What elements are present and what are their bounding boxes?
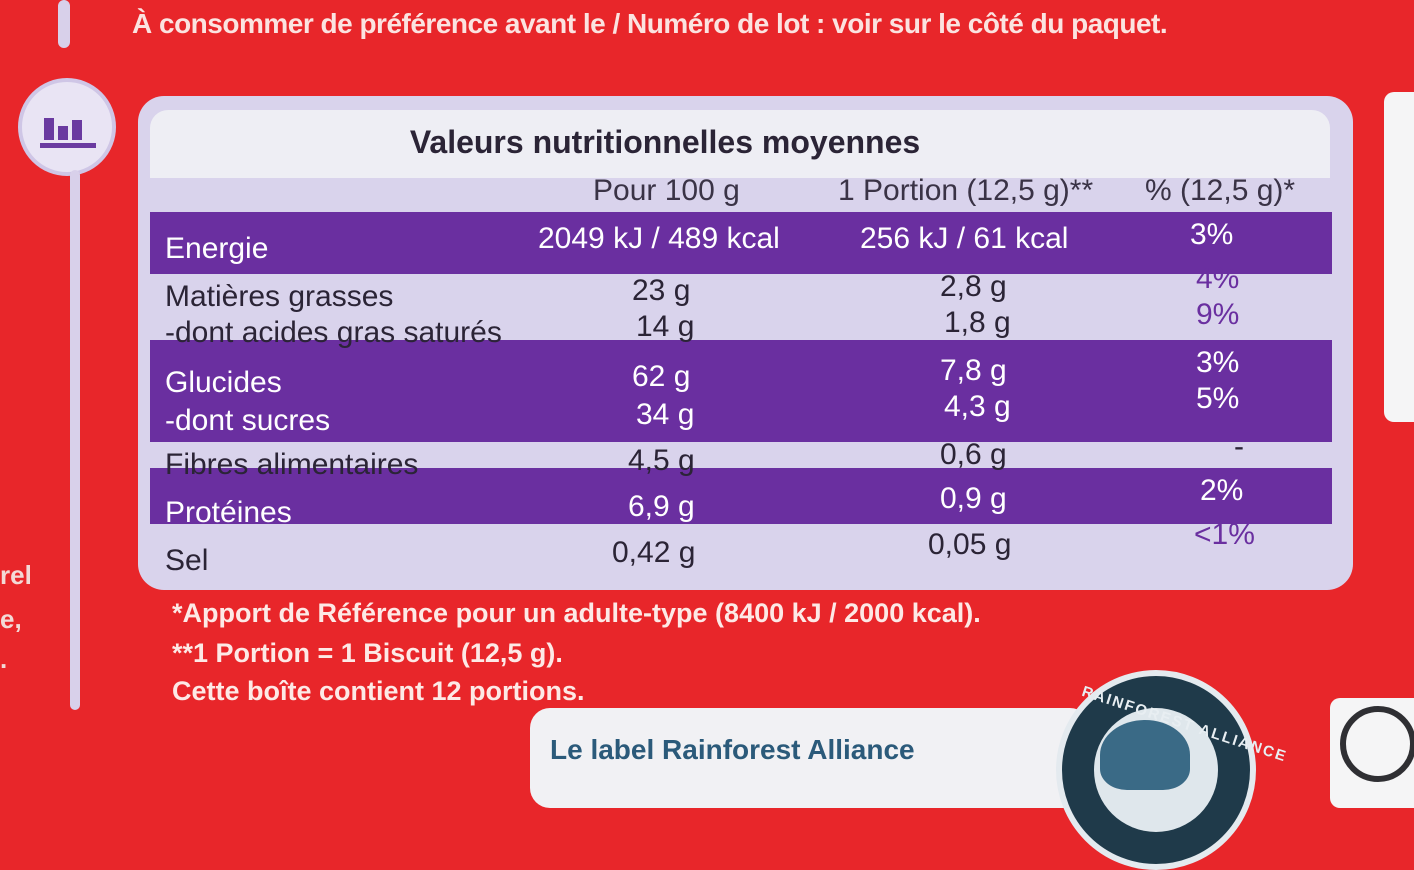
row-percent: -: [1234, 430, 1244, 463]
row-label: Fibres alimentaires: [165, 448, 419, 481]
row-per100: 62 g: [632, 360, 691, 393]
row-percent: 3%: [1196, 346, 1240, 379]
row-label: Sel: [165, 544, 209, 577]
row-label: -dont acides gras saturés: [165, 316, 502, 349]
row-label: Protéines: [165, 496, 292, 529]
side-panel: [1384, 92, 1414, 422]
row-portion: 0,6 g: [940, 438, 1007, 471]
row-portion: 7,8 g: [940, 354, 1007, 387]
recycle-icon: [1340, 706, 1414, 782]
table-title: Valeurs nutritionnelles moyennes: [409, 124, 921, 160]
row-portion: 0,9 g: [940, 482, 1007, 515]
nutrition-chart-icon: [18, 78, 116, 176]
row-per100: 0,42 g: [612, 536, 696, 569]
row-per100: 6,9 g: [628, 490, 695, 523]
row-label: Matières grasses: [165, 280, 394, 313]
row-label: Energie: [165, 232, 269, 265]
row-label: Glucides: [165, 366, 282, 399]
row-percent: 3%: [1190, 218, 1234, 251]
row-per100: 23 g: [632, 274, 691, 307]
footnote-box: Cette boîte contient 12 portions.: [172, 676, 585, 706]
band-energie: [150, 212, 1332, 274]
row-portion: 1,8 g: [944, 306, 1011, 339]
frog-icon: [1100, 720, 1190, 790]
row-per100: 4,5 g: [628, 444, 695, 477]
storage-text: À consommer de préférence avant le / Num…: [132, 8, 1168, 39]
header-percent: % (12,5 g)*: [1145, 174, 1296, 207]
rainforest-label-text: Le label Rainforest Alliance: [550, 734, 915, 765]
row-label: -dont sucres: [165, 404, 331, 437]
header-portion: 1 Portion (12,5 g)**: [838, 174, 1094, 207]
row-portion: 2,8 g: [940, 270, 1007, 303]
row-percent: <1%: [1194, 518, 1255, 551]
row-percent: 4%: [1196, 262, 1240, 295]
rainforest-box: [530, 708, 1090, 808]
row-portion: 4,3 g: [944, 390, 1011, 423]
footnote-portion: **1 Portion = 1 Biscuit (12,5 g).: [172, 638, 563, 668]
row-per100: 14 g: [636, 310, 695, 343]
side-fragment: .: [0, 644, 8, 674]
title-bar: [150, 110, 1330, 178]
row-percent: 9%: [1196, 298, 1240, 331]
timeline-rail-top: [58, 0, 70, 48]
side-fragment: e,: [0, 604, 22, 634]
row-portion: 0,05 g: [928, 528, 1012, 561]
row-percent: 2%: [1200, 474, 1244, 507]
row-per100: 2049 kJ / 489 kcal: [538, 222, 780, 255]
header-per100: Pour 100 g: [593, 174, 740, 207]
band-proteines: [150, 468, 1332, 524]
row-per100: 34 g: [636, 398, 695, 431]
footnote-ref-intake: *Apport de Référence pour un adulte-type…: [172, 598, 981, 628]
row-portion: 256 kJ / 61 kcal: [860, 222, 1069, 255]
row-percent: 5%: [1196, 382, 1240, 415]
timeline-rail: [70, 170, 80, 710]
band-glucides: [150, 340, 1332, 442]
side-fragment: rel: [0, 560, 32, 590]
